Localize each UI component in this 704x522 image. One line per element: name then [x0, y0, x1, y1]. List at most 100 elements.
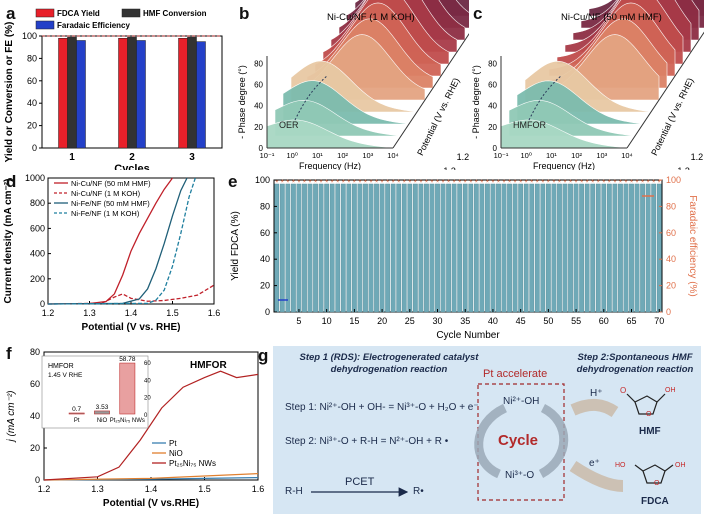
inset-y-tick-label: 40 — [144, 378, 151, 384]
yield-bar — [279, 183, 285, 313]
bar — [67, 36, 77, 149]
step2-title: Step 2:Spontaneous HMF dehydrogenation r… — [576, 352, 694, 375]
y-tick-label: 80 — [30, 347, 40, 357]
y-tick-label: 80 — [254, 59, 263, 68]
yield-bar — [396, 183, 402, 313]
panel-a: a 0 20 40 60 80 100 1 2 3 Cycles Yield or Conversi… — [0, 0, 235, 175]
chart-title: Ni-Cu/NF (1 M KOH) — [327, 12, 415, 23]
y-tick-label: 0 — [493, 144, 498, 153]
y-axis-label: - Phase degree (°) — [237, 65, 247, 139]
fe-point: * — [658, 179, 661, 188]
x-tick-label: 1.6 — [252, 484, 265, 494]
yield-bar — [584, 183, 590, 313]
x-tick-label: 30 — [433, 316, 443, 326]
y-tick-label: 40 — [30, 411, 40, 421]
x-tick-label: 20 — [377, 316, 387, 326]
fe-point: * — [375, 179, 378, 188]
legend-label: Ni-Fe/NF (1 M KOH) — [71, 209, 140, 218]
y-axis-label-left: Yield FDCA (%) — [230, 211, 241, 281]
fe-point: * — [381, 179, 384, 188]
panel-a-label: a — [6, 4, 16, 23]
mechanism-schematic: O O OH HO OH O Step 1 (RDS): Electrogene… — [273, 346, 701, 514]
x-tick-label: 25 — [405, 316, 415, 326]
equation-step1: Step 1: Ni²⁺-OH + OH- = Ni³⁺-O + H₂O + e… — [285, 402, 479, 413]
panel-f: f 0 20 40 60 80 1.2 1.3 1.4 1.5 1.6 Pt NiO Pt₂₅Ni₇₅ … — [0, 342, 268, 517]
x-tick-label: 1 — [69, 152, 75, 163]
yield-bar — [440, 183, 446, 313]
r-radical-label: R• — [413, 486, 424, 497]
x-tick-label: 1.6 — [208, 308, 221, 318]
fe-point: * — [647, 179, 650, 188]
fe-point: * — [552, 179, 555, 188]
fe-point: * — [580, 179, 583, 188]
fe-point: * — [425, 179, 428, 188]
x-tick-label: 1.3 — [91, 484, 104, 494]
x-tick-label: 50 — [543, 316, 553, 326]
yield-bar — [451, 183, 457, 313]
yield-bar — [473, 183, 479, 313]
y-tick-label: 20 — [254, 123, 263, 132]
yield-bar — [623, 183, 629, 313]
z-tick-label: 1.2 — [691, 152, 704, 162]
fdca-molecule: HO OH O — [615, 462, 686, 487]
annotation: OER — [279, 120, 299, 130]
x-tick-label: 2 — [129, 152, 135, 163]
yield-bar — [368, 183, 374, 313]
fe-point: * — [364, 179, 367, 188]
ni2-label: Ni²⁺-OH — [503, 396, 540, 407]
y-tick-label-left: 0 — [265, 307, 270, 317]
fe-point: * — [630, 179, 633, 188]
cycle-arc-right — [538, 403, 569, 478]
y-axis-label: Current density (mA cm⁻²) — [3, 179, 14, 304]
arrow-eminus — [569, 460, 624, 492]
y-tick-label-right: 20 — [666, 281, 676, 291]
yield-bar — [313, 183, 318, 313]
fe-point: * — [558, 179, 561, 188]
y-tick-label: 80 — [488, 59, 497, 68]
yield-bar — [357, 183, 363, 313]
fe-point: * — [286, 179, 289, 188]
panel-c-label: c — [473, 4, 483, 23]
yield-bar — [507, 183, 512, 313]
x-tick-label: 1.4 — [125, 308, 138, 318]
yield-bar — [285, 183, 291, 313]
arrow-hplus — [570, 399, 619, 418]
y-tick-label: 0 — [32, 143, 37, 153]
fe-point: * — [525, 179, 528, 188]
legend-swatch — [121, 8, 141, 18]
yield-bar — [656, 183, 662, 313]
fe-point: * — [430, 179, 433, 188]
ni3-label: Ni³⁺-O — [505, 470, 535, 481]
x-tick-label: 10³ — [596, 151, 607, 160]
x-axis-label: Potential (V vs.RHE) — [103, 498, 199, 509]
yield-bar — [274, 183, 280, 313]
bar — [76, 40, 86, 149]
yield-bar — [390, 183, 396, 313]
yield-bar — [512, 183, 518, 313]
fe-point: * — [275, 179, 278, 188]
bar — [127, 36, 137, 149]
fe-point: * — [369, 179, 372, 188]
yield-bar — [557, 183, 562, 313]
yield-bar — [479, 183, 485, 313]
fe-point: * — [597, 179, 600, 188]
yield-bar — [446, 183, 451, 313]
legend-swatch — [35, 20, 55, 30]
fe-point: * — [453, 179, 456, 188]
bode-curve — [500, 119, 628, 149]
fe-point: * — [441, 179, 444, 188]
fe-point: * — [602, 179, 605, 188]
fe-point: * — [486, 179, 489, 188]
y-tick-label: 400 — [30, 249, 45, 259]
legend-swatch — [35, 8, 55, 18]
y-axis-label-right: Faradaic efficiency (%) — [687, 195, 698, 297]
yield-bar — [579, 183, 584, 313]
fe-point: * — [541, 179, 544, 188]
y-tick-label: 60 — [254, 81, 263, 90]
yield-bar — [645, 183, 651, 313]
inset-bar — [94, 410, 110, 415]
fe-point: * — [563, 179, 566, 188]
yield-bar — [523, 183, 529, 313]
fe-point: * — [569, 179, 572, 188]
x-tick-label: 1.4 — [145, 484, 158, 494]
